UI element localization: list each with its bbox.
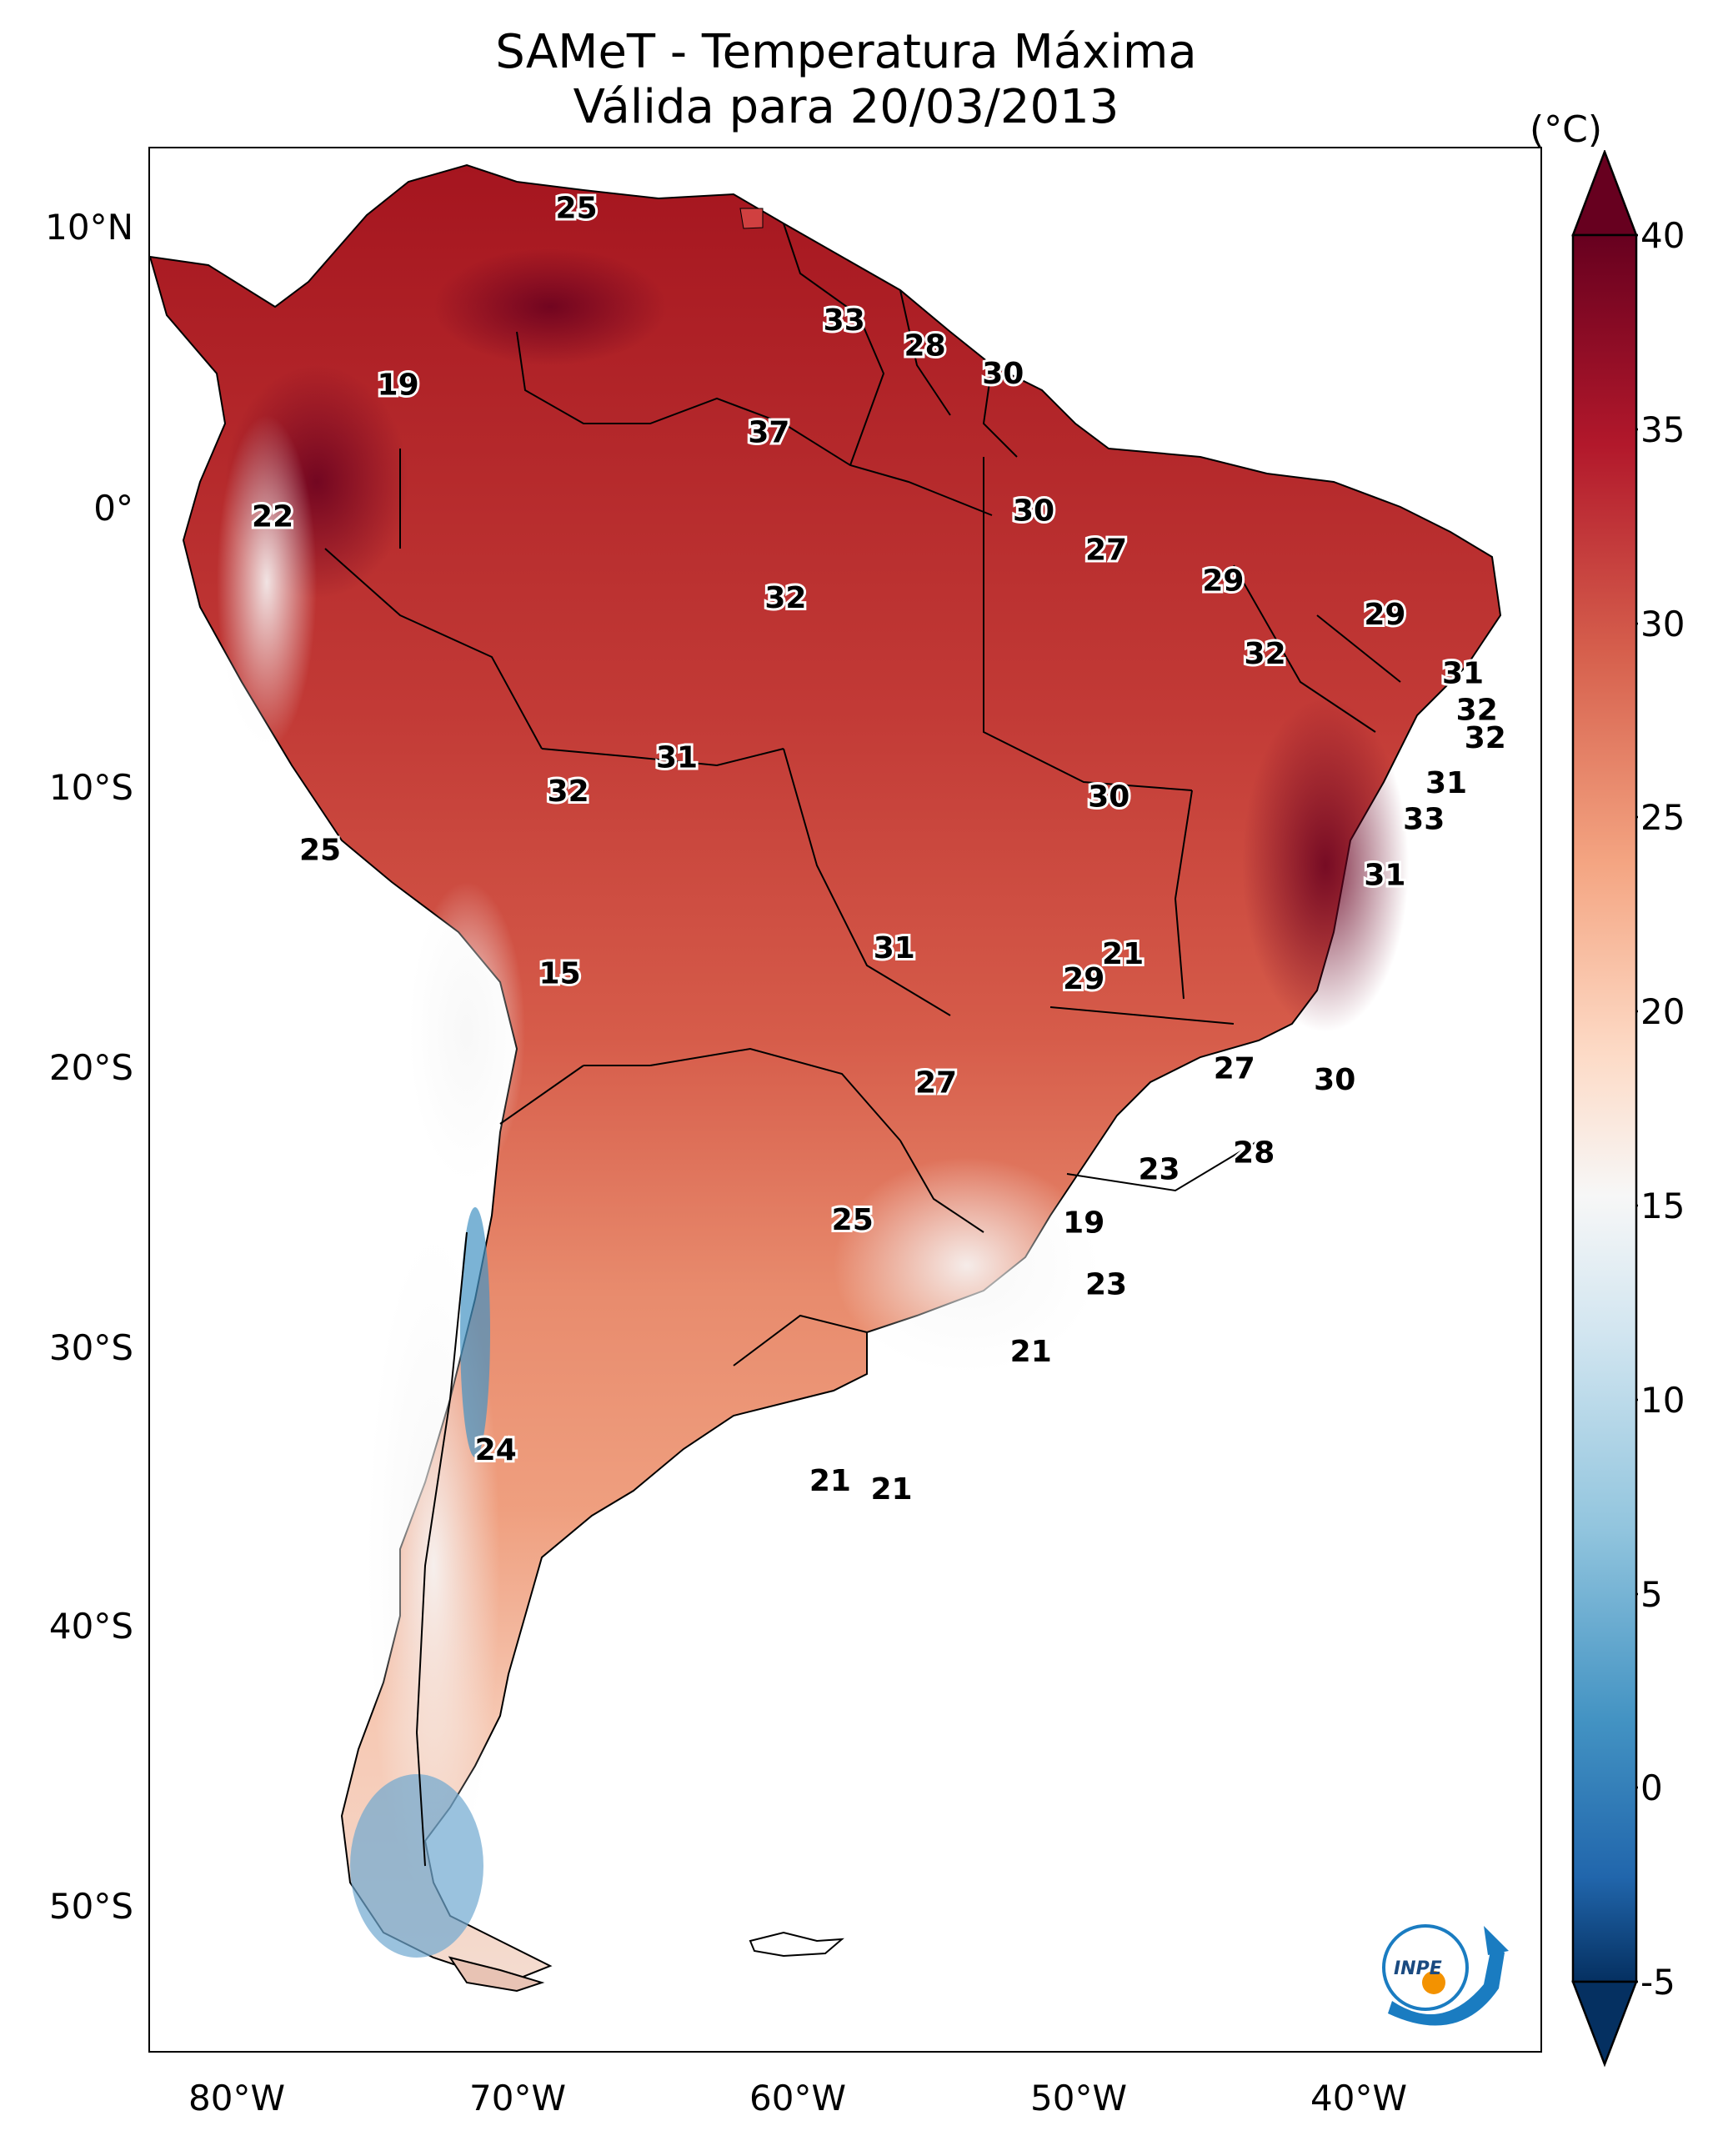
station-temperature-label: 32: [1245, 637, 1286, 671]
station-temperature-label: 33: [824, 303, 865, 338]
colorbar-body: [1571, 233, 1638, 1983]
x-tick-label: 40°W: [1310, 2078, 1407, 2118]
cold-zone-patagonia: [350, 1774, 483, 1958]
colorbar-tick-label: 40: [1640, 215, 1685, 256]
colorbar-tick-label: 20: [1640, 991, 1685, 1032]
station-temperature-label: 27: [1214, 1052, 1255, 1086]
colorbar-unit: (°C): [1530, 108, 1603, 151]
x-tick-label: 80°W: [188, 2078, 285, 2118]
station-temperature-label: 29: [1364, 598, 1405, 632]
station-temperature-label: 15: [539, 956, 581, 990]
station-temperature-label: 21: [1010, 1335, 1052, 1369]
station-temperature-label: 32: [1456, 693, 1498, 727]
colorbar-tick-label: 5: [1640, 1574, 1663, 1615]
colorbar-tick-label: 10: [1640, 1380, 1685, 1421]
station-temperature-label: 32: [1465, 721, 1506, 755]
cool-zone-andes-north: [217, 415, 317, 749]
station-temperature-label: 30: [1314, 1063, 1355, 1097]
y-tick-label: 50°S: [48, 1886, 133, 1927]
hot-zone-northeast: [1242, 699, 1409, 1032]
station-temperature-label: 32: [548, 775, 589, 809]
colorbar-tick-label: 25: [1640, 797, 1685, 838]
station-temperature-label: 19: [378, 368, 419, 402]
x-tick-label: 50°W: [1030, 2078, 1127, 2118]
station-temperature-label: 22: [252, 499, 293, 534]
station-temperature-label: 21: [809, 1464, 851, 1498]
colorbar: [1571, 150, 1638, 2068]
y-tick-label: 0°: [93, 488, 133, 529]
station-temperature-label: 31: [874, 931, 915, 965]
cold-zone-andes-central: [460, 1207, 490, 1457]
station-temperature-label: 23: [1138, 1153, 1180, 1187]
logo-text: INPE: [1394, 1958, 1442, 1979]
station-temperature-label: 31: [1425, 766, 1467, 800]
cool-zone-altiplano: [408, 882, 525, 1182]
station-temperature-label: 21: [1102, 937, 1144, 971]
trinidad-island: [739, 208, 764, 229]
tierra-del-fuego: [448, 1956, 545, 1993]
station-temperature-label: 29: [1202, 564, 1244, 599]
colorbar-tick-label: 35: [1640, 409, 1685, 450]
chart-title-line1: SAMeT - Temperatura Máxima: [495, 25, 1197, 79]
station-temperature-label: 27: [1085, 534, 1127, 568]
station-temperature-label: 31: [656, 741, 698, 775]
colorbar-tick-label: 0: [1640, 1767, 1663, 1808]
y-tick-label: 20°S: [48, 1047, 133, 1088]
station-temperature-label: 28: [904, 328, 946, 363]
station-temperature-label: 25: [556, 192, 598, 226]
country-borders: [324, 223, 1401, 1867]
chart-title-line2: Válida para 20/03/2013: [573, 80, 1119, 134]
station-temperature-label: 25: [299, 833, 341, 867]
station-temperature-label: 19: [1063, 1206, 1104, 1241]
station-temperature-label: 33: [1403, 803, 1445, 837]
x-tick-label: 70°W: [469, 2078, 566, 2118]
hot-zone-venezuela: [433, 248, 667, 365]
station-temperature-label: 21: [870, 1472, 912, 1507]
station-temperature-label: 31: [1364, 859, 1405, 893]
station-temperature-label: 30: [1013, 494, 1054, 529]
colorbar-tick-label: -5: [1640, 1962, 1675, 2003]
colorbar-extend-max: [1571, 150, 1638, 237]
station-temperature-label: 27: [915, 1066, 957, 1101]
station-temperature-label: 23: [1085, 1268, 1127, 1302]
falkland-islands: [749, 1931, 844, 1958]
station-temperature-label: 25: [832, 1203, 874, 1237]
station-temperature-label: 31: [1442, 657, 1484, 691]
station-temperature-label: 24: [475, 1433, 517, 1467]
colorbar-tick-label: 30: [1640, 604, 1685, 644]
colorbar-tick-label: 15: [1640, 1186, 1685, 1226]
y-tick-label: 10°S: [48, 767, 133, 808]
station-temperature-label: 29: [1063, 962, 1104, 996]
station-temperature-label: 37: [748, 416, 789, 450]
station-temperature-label: 30: [1088, 780, 1129, 815]
y-tick-label: 30°S: [48, 1327, 133, 1368]
x-tick-label: 60°W: [749, 2078, 846, 2118]
inpe-logo-icon: INPE: [1382, 1924, 1509, 2026]
y-tick-label: 40°S: [48, 1606, 133, 1647]
cool-zone-south-brazil: [834, 1157, 1100, 1374]
station-temperature-label: 32: [764, 581, 806, 615]
station-temperature-label: 30: [982, 357, 1024, 391]
station-temperature-label: 28: [1233, 1136, 1275, 1171]
map-frame: 25 33 28 30 19 37 22 30 27 29 29 32 32 31 32 32 31 32 30 31…: [148, 147, 1542, 2053]
y-tick-label: 10°N: [45, 207, 133, 248]
colorbar-extend-min: [1571, 1980, 1638, 2068]
